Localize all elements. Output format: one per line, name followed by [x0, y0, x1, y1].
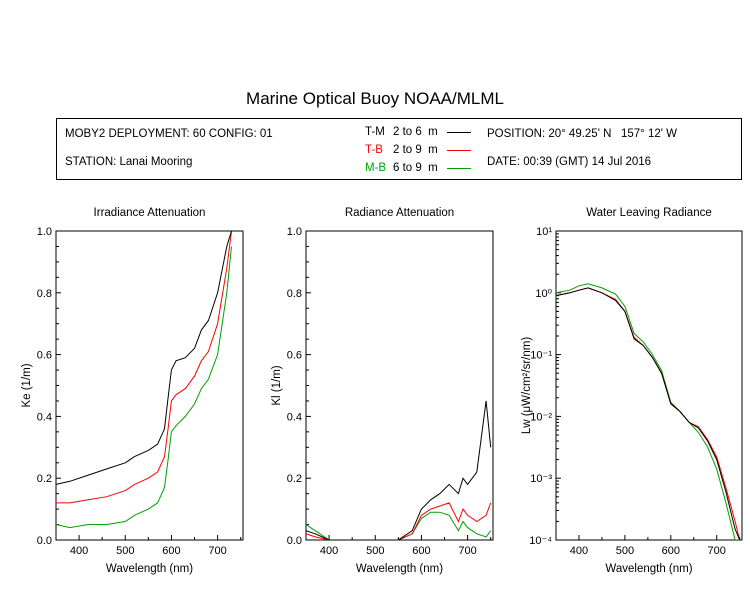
y-tick-label: 10⁰	[535, 288, 552, 300]
series-line	[306, 400, 492, 540]
y-tick-label: 0.0	[287, 535, 302, 547]
chart-panel: Radiance Attenuation 400 500 600 700 0.0 0.2 0.…	[271, 207, 494, 575]
y-tick-label: 10⁻⁴	[529, 535, 552, 547]
position-text: POSITION: 20° 49.25' N 157° 12' W	[487, 128, 678, 140]
series-line	[556, 287, 741, 540]
x-tick-label: 600	[662, 545, 680, 557]
x-tick-label: 400	[320, 545, 338, 557]
y-tick-label: 0.4	[37, 411, 52, 423]
y-tick-label: 10⁻³	[530, 473, 552, 485]
y-tick-label: 10¹	[536, 226, 552, 238]
x-axis-label: Wavelength (nm)	[106, 563, 193, 575]
legend-line	[447, 168, 471, 169]
y-axis-label: Lw (μW/cm²/sr/nm)	[521, 337, 533, 435]
legend-entry-code: T-M	[365, 126, 385, 138]
x-tick-label: 500	[366, 545, 384, 557]
panel-title: Water Leaving Radiance	[586, 207, 712, 219]
y-tick-label: 1.0	[37, 226, 52, 238]
plot-frame	[305, 230, 494, 541]
x-tick-label: 700	[708, 545, 726, 557]
series-line	[556, 287, 741, 540]
y-tick-label: 0.8	[37, 288, 52, 300]
y-axis-label: Kl (1/m)	[271, 365, 283, 405]
info-box: MOBY2 DEPLOYMENT: 60 CONFIG: 01 STATION:…	[56, 118, 742, 180]
series-line	[56, 231, 232, 504]
y-tick-label: 0.8	[287, 288, 302, 300]
x-tick-label: 700	[458, 545, 476, 557]
legend-line	[447, 132, 471, 133]
series-line	[56, 231, 232, 485]
y-tick-label: 0.6	[37, 350, 52, 362]
deployment-text: MOBY2 DEPLOYMENT: 60 CONFIG: 01	[65, 128, 273, 140]
y-tick-label: 0.6	[287, 350, 302, 362]
legend-entry-code: M-B	[365, 162, 387, 174]
y-tick-label: 10⁻¹	[530, 350, 552, 362]
plot-frame	[555, 230, 743, 541]
legend-entry-range: 2 to 6 m	[393, 126, 438, 138]
chart-panel: Irradiance Attenuation 400 500 600 700 0.0 0.2…	[21, 207, 244, 575]
y-tick-label: 1.0	[287, 226, 302, 238]
legend-entry-code: T-B	[365, 144, 383, 156]
chart-panel: Water Leaving Radiance 400 500 600 700 10⁻⁴ 10…	[521, 207, 743, 575]
y-tick-label: 0.2	[37, 473, 52, 485]
x-tick-label: 500	[116, 545, 134, 557]
legend-line	[447, 150, 471, 151]
panel-title: Irradiance Attenuation	[94, 207, 206, 219]
plot-frame	[55, 230, 244, 541]
series-line	[306, 511, 492, 540]
y-axis-label: Ke (1/m)	[21, 363, 33, 407]
x-tick-label: 400	[70, 545, 88, 557]
panel-title: Radiance Attenuation	[345, 207, 454, 219]
y-tick-label: 0.2	[287, 473, 302, 485]
date-text: DATE: 00:39 (GMT) 14 Jul 2016	[487, 156, 652, 168]
series-line	[56, 246, 232, 529]
x-tick-label: 700	[208, 545, 226, 557]
y-tick-label: 0.4	[287, 411, 302, 423]
y-tick-label: 10⁻²	[530, 411, 552, 423]
series-line	[556, 283, 740, 540]
chart-main-title: Marine Optical Buoy NOAA/MLML	[246, 89, 504, 108]
x-tick-label: 600	[162, 545, 180, 557]
x-tick-label: 600	[412, 545, 430, 557]
series-line	[306, 502, 492, 540]
legend-entry-range: 2 to 9 m	[393, 144, 438, 156]
x-axis-label: Wavelength (nm)	[356, 563, 443, 575]
x-axis-label: Wavelength (nm)	[605, 563, 692, 575]
legend-entry-range: 6 to 9 m	[393, 162, 438, 174]
x-tick-label: 500	[616, 545, 634, 557]
x-tick-label: 400	[570, 545, 588, 557]
y-tick-label: 0.0	[37, 535, 52, 547]
station-text: STATION: Lanai Mooring	[65, 156, 193, 168]
